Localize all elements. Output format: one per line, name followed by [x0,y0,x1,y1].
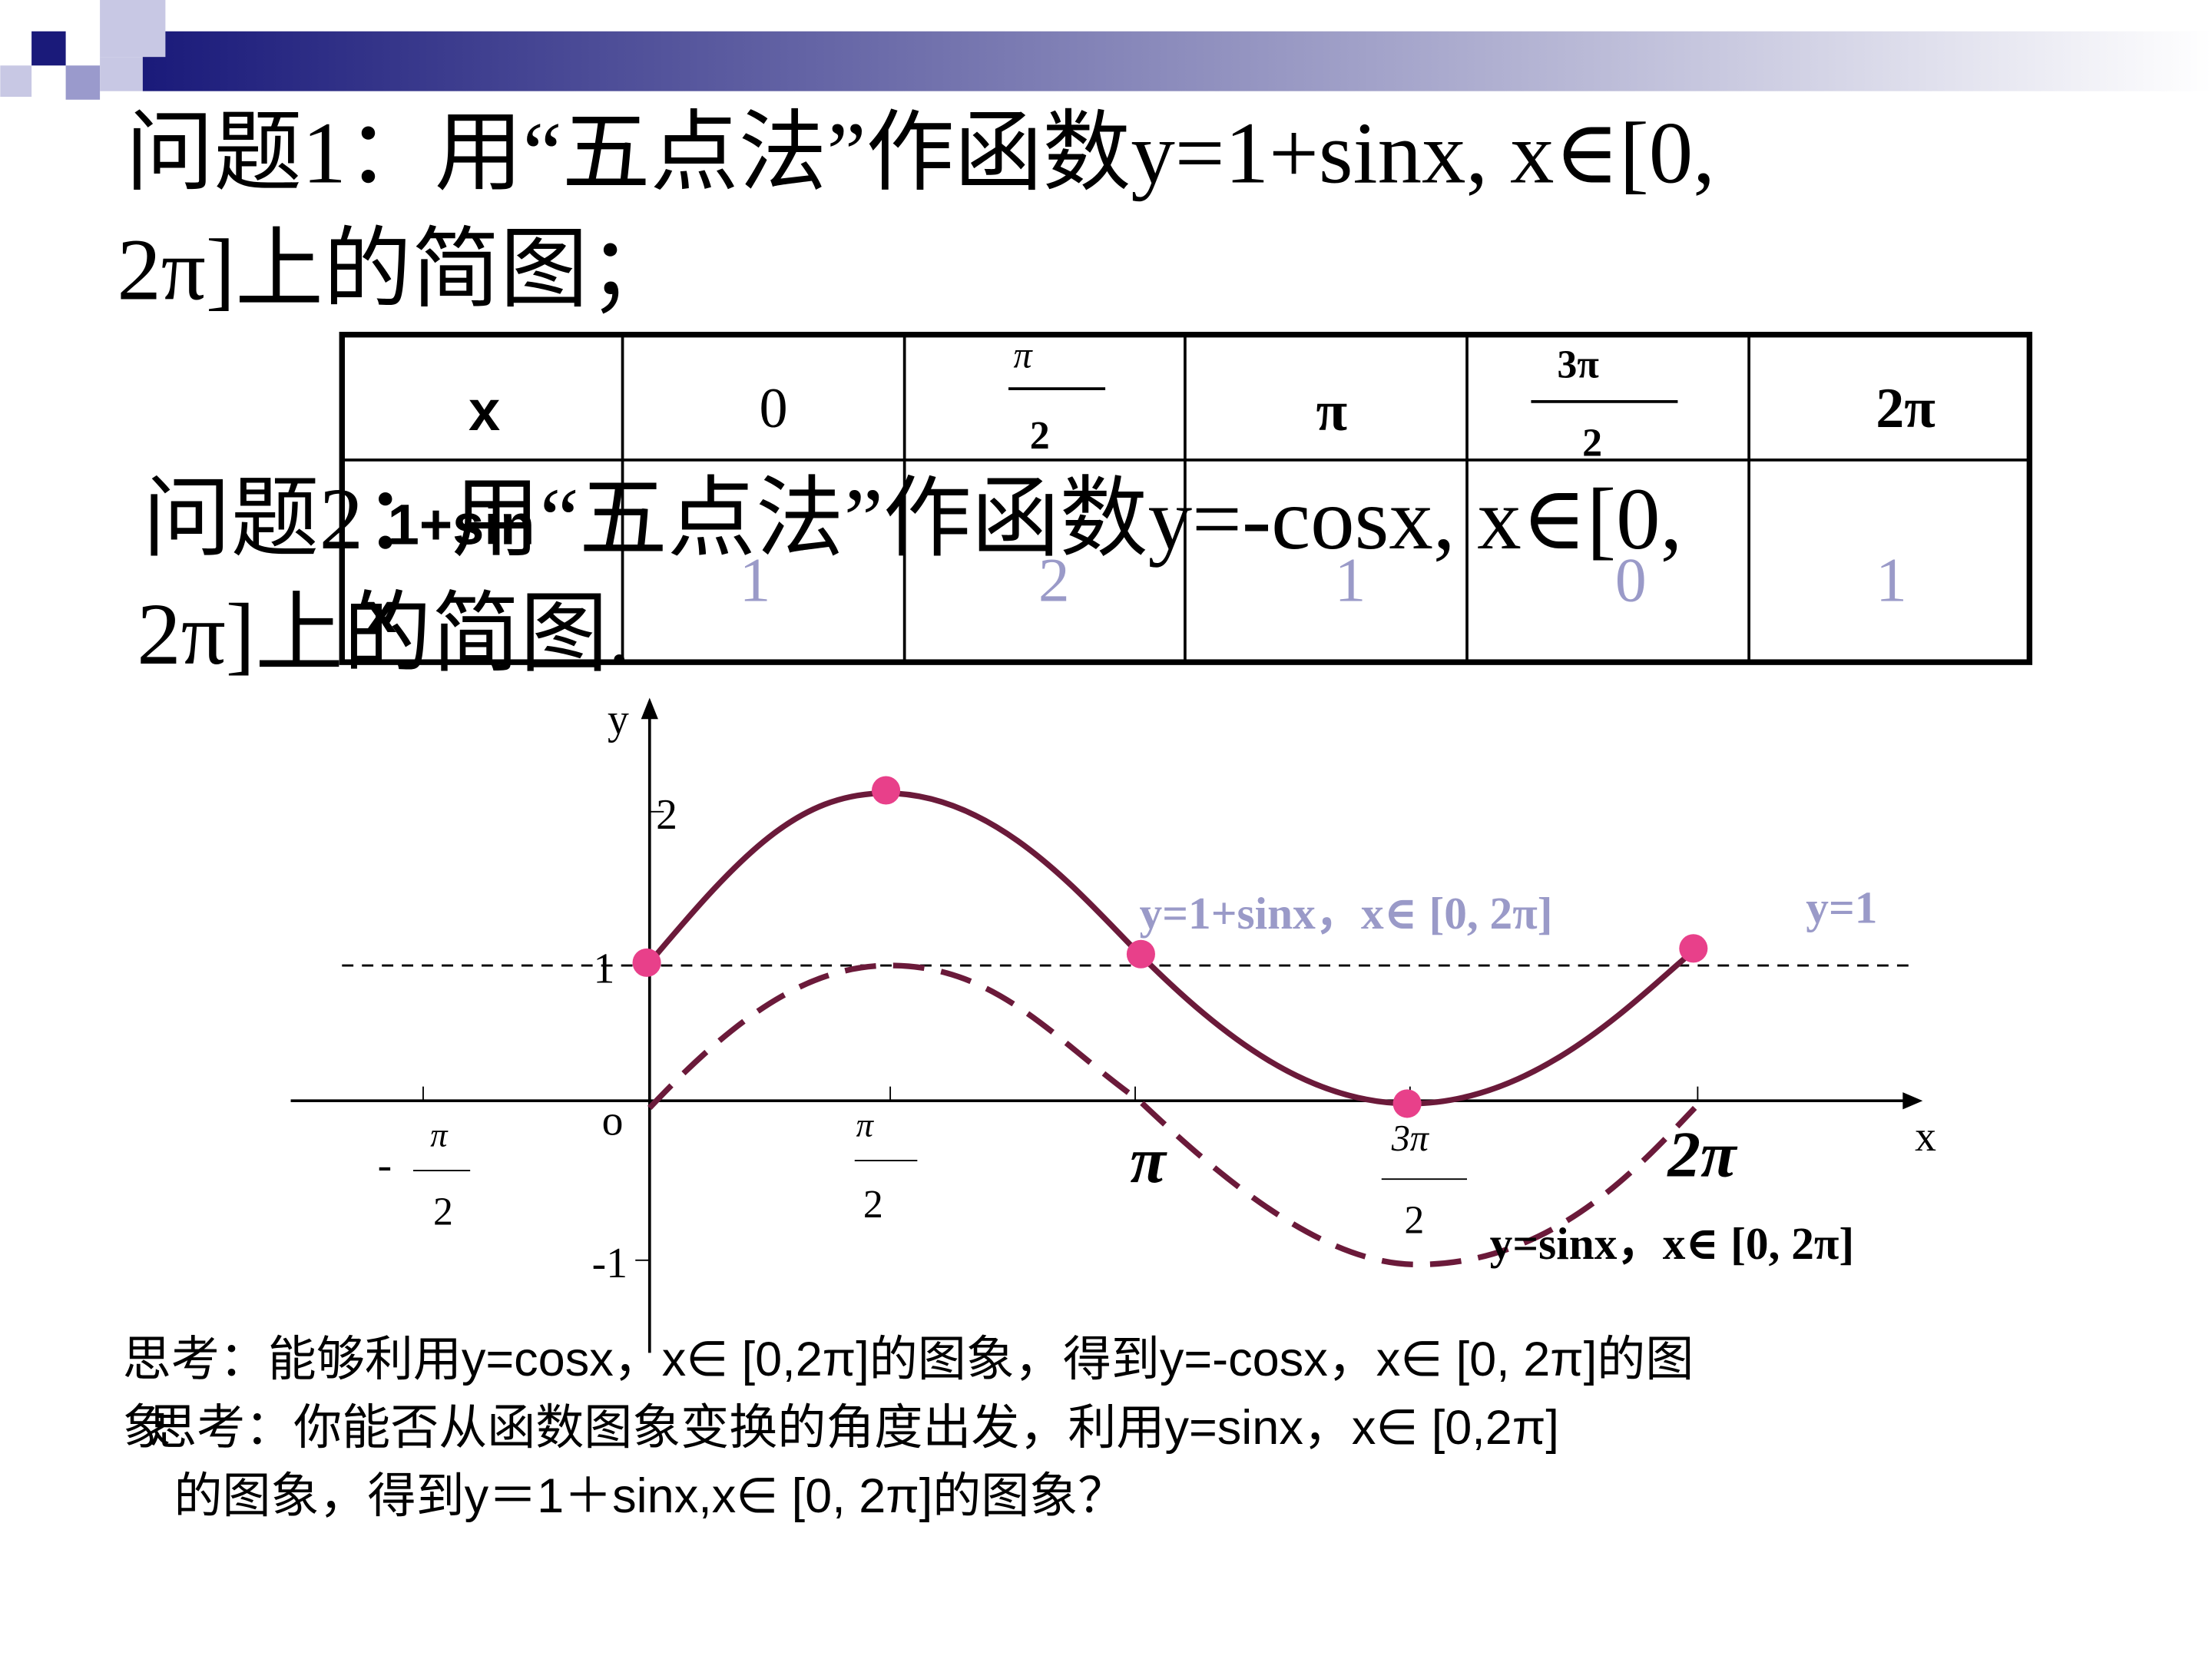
deco-square [65,65,101,100]
x-tick-label: 3π [1391,1118,1430,1159]
thinking-text: 思考：你能否从函数图象变换的角度出发，利用y=sinx，x∈ [0,2π] [148,1401,1559,1455]
axis-label: y [608,696,629,743]
table-cell: 1 [1876,545,1907,614]
graph: y x o 2 1 -1 - π 2 π 2 π 3π 2 2π y=1+sin… [290,696,1936,1353]
thinking-text: 的图象，得到y＝1＋sinx,x∈ [0, 2π]的图象？ [174,1469,1127,1523]
arrow [1902,1092,1923,1110]
thinking-text: 思考：能够利用y=cosx，x∈ [0,2π]的图象，得到y=-cosx，x∈ … [123,1333,1694,1386]
x-tick-label: π [430,1116,449,1154]
x-tick-label: 2 [433,1190,453,1234]
thinking-text: 象 [123,1401,171,1455]
x-tick-label: 2 [1404,1199,1424,1243]
table-header: 0 [760,377,788,440]
table-header-den: 2 [1030,414,1050,458]
key-point [1126,939,1155,969]
line-label: y=1 [1806,882,1877,932]
table-header-num: π [1013,335,1033,376]
deco-square [100,57,143,91]
curve-sin [647,962,1697,1268]
y-tick-label: 2 [656,791,677,839]
deco-square [100,0,166,58]
table-cell: 1 [1335,545,1366,614]
curve-label: y=1+sinx，x∈ [0, 2π] [1140,888,1553,939]
problem-title: 问题1：用“五点法”作函数y=1+sinx, x∈[0, [125,104,1715,201]
curve-label: y=sinx，x∈ [0, 2π] [1490,1218,1854,1269]
y-tick-label: 1 [594,945,615,992]
arrow [641,697,658,720]
axis-label: x [1915,1113,1936,1161]
problem-title: 2π]上的简图； [117,220,676,318]
problem-title: 2π]上的简图. [137,585,630,683]
header-bar [142,31,2212,91]
table-row-label: 1+sin [388,492,535,556]
deco-square [31,31,66,66]
table-cell: 0 [1615,545,1647,614]
x-tick-label: 2 [863,1183,883,1227]
key-point [632,948,661,977]
x-tick-label: - [378,1141,392,1189]
table-cell: 1 [740,545,771,614]
table-header: x [469,379,500,442]
origin-label: o [602,1098,624,1145]
x-tick-label: 2π [1666,1118,1738,1190]
key-point [872,776,901,805]
table: x 0 π 2 π 3π 2 2π 1 2 1 0 1 [339,331,2033,665]
key-point [1392,1089,1422,1118]
table-cell: 2 [1038,545,1070,614]
key-point [1679,934,1708,963]
curve-1-plus-sin [647,790,1697,1107]
table-header-den: 2 [1582,421,1602,465]
table-header: 2π [1876,377,1936,440]
x-tick-label: π [856,1106,875,1144]
table-header-num: 3π [1557,343,1598,386]
problem-title: 问题2：用“五点法”作函数y=-cosx, x∈[0, [143,470,1683,568]
table-row-label: x [365,581,396,644]
x-tick-label: π [1130,1124,1167,1197]
table-header: π [1316,380,1348,443]
deco-square [0,65,32,98]
y-tick-label: -1 [592,1240,628,1287]
